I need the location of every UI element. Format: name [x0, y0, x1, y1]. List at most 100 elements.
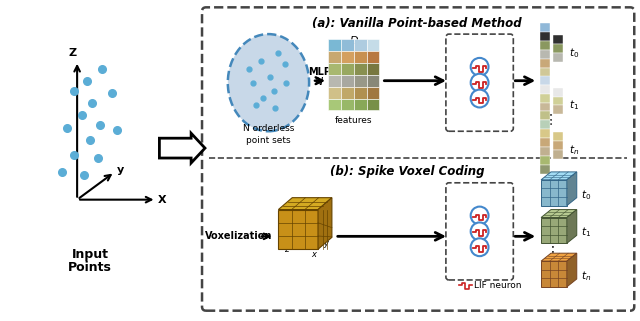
Text: $t_0$: $t_0$: [580, 188, 591, 202]
Polygon shape: [278, 210, 318, 249]
Bar: [328, 51, 341, 63]
Bar: [354, 39, 367, 51]
Bar: [328, 99, 341, 110]
Text: $t_n$: $t_n$: [569, 143, 579, 157]
Text: $D$: $D$: [349, 34, 359, 46]
Bar: [540, 68, 550, 77]
FancyBboxPatch shape: [446, 34, 513, 131]
Text: $t_1$: $t_1$: [569, 99, 579, 112]
Circle shape: [470, 222, 488, 240]
Bar: [553, 44, 563, 53]
Text: LIF neuron: LIF neuron: [474, 282, 521, 291]
Bar: [540, 111, 550, 120]
Bar: [540, 50, 550, 59]
Text: point sets: point sets: [246, 136, 291, 145]
Polygon shape: [318, 198, 332, 249]
Bar: [553, 53, 563, 62]
FancyArrow shape: [159, 133, 205, 163]
Circle shape: [470, 58, 488, 76]
Text: y: y: [117, 165, 124, 175]
Bar: [540, 147, 550, 156]
Bar: [328, 87, 341, 99]
Bar: [328, 63, 341, 75]
Text: Points: Points: [68, 261, 112, 273]
Polygon shape: [567, 172, 577, 206]
Bar: [354, 99, 367, 110]
Bar: [341, 51, 354, 63]
Bar: [354, 87, 367, 99]
Bar: [553, 150, 563, 159]
Bar: [341, 63, 354, 75]
Bar: [540, 94, 550, 102]
Bar: [540, 165, 550, 174]
FancyBboxPatch shape: [202, 7, 634, 311]
Bar: [553, 106, 563, 114]
Text: Voxelization: Voxelization: [205, 231, 273, 241]
FancyBboxPatch shape: [446, 183, 513, 280]
Circle shape: [470, 90, 488, 108]
Text: $t_1$: $t_1$: [580, 225, 591, 239]
Text: $t_0$: $t_0$: [569, 46, 579, 60]
Circle shape: [470, 74, 488, 91]
Text: ⋮: ⋮: [546, 245, 560, 259]
Bar: [367, 51, 380, 63]
Bar: [341, 75, 354, 87]
Polygon shape: [567, 253, 577, 287]
Text: X: X: [158, 195, 166, 205]
Text: N orderless: N orderless: [243, 124, 294, 133]
Bar: [540, 102, 550, 111]
Text: Z: Z: [68, 48, 76, 58]
Text: Input: Input: [72, 248, 109, 261]
Polygon shape: [541, 218, 567, 243]
Bar: [540, 129, 550, 138]
Bar: [553, 97, 563, 106]
Text: ⋮: ⋮: [544, 113, 558, 127]
Bar: [367, 39, 380, 51]
Bar: [367, 87, 380, 99]
Bar: [540, 41, 550, 50]
Text: x: x: [312, 250, 317, 259]
Circle shape: [470, 207, 488, 224]
Bar: [354, 75, 367, 87]
Bar: [540, 120, 550, 129]
Bar: [553, 141, 563, 150]
Bar: [553, 88, 563, 97]
Text: MLP: MLP: [308, 67, 332, 77]
Polygon shape: [541, 261, 567, 287]
Bar: [341, 39, 354, 51]
Polygon shape: [567, 210, 577, 243]
Bar: [540, 85, 550, 94]
Bar: [341, 87, 354, 99]
Bar: [540, 23, 550, 32]
Bar: [354, 63, 367, 75]
Bar: [553, 35, 563, 44]
Text: $t_n$: $t_n$: [580, 269, 591, 283]
Text: (b): Spike Voxel Coding: (b): Spike Voxel Coding: [330, 165, 484, 178]
Bar: [367, 99, 380, 110]
Polygon shape: [541, 210, 577, 218]
Bar: [540, 59, 550, 68]
Bar: [553, 132, 563, 141]
Text: z: z: [284, 245, 289, 254]
Ellipse shape: [228, 34, 309, 131]
Bar: [540, 76, 550, 85]
Text: y: y: [323, 239, 328, 248]
Bar: [367, 75, 380, 87]
Bar: [540, 156, 550, 165]
Text: (a): Vanilla Point-based Method: (a): Vanilla Point-based Method: [312, 17, 522, 30]
Bar: [341, 99, 354, 110]
Polygon shape: [541, 253, 577, 261]
Bar: [354, 51, 367, 63]
Circle shape: [470, 238, 488, 256]
Text: features: features: [335, 116, 372, 125]
Bar: [540, 138, 550, 147]
Bar: [328, 39, 341, 51]
Polygon shape: [278, 198, 332, 210]
Polygon shape: [541, 180, 567, 206]
Bar: [367, 63, 380, 75]
Bar: [540, 120, 550, 129]
Bar: [328, 75, 341, 87]
Text: $N$: $N$: [314, 75, 324, 87]
Bar: [540, 32, 550, 41]
Polygon shape: [541, 172, 577, 180]
